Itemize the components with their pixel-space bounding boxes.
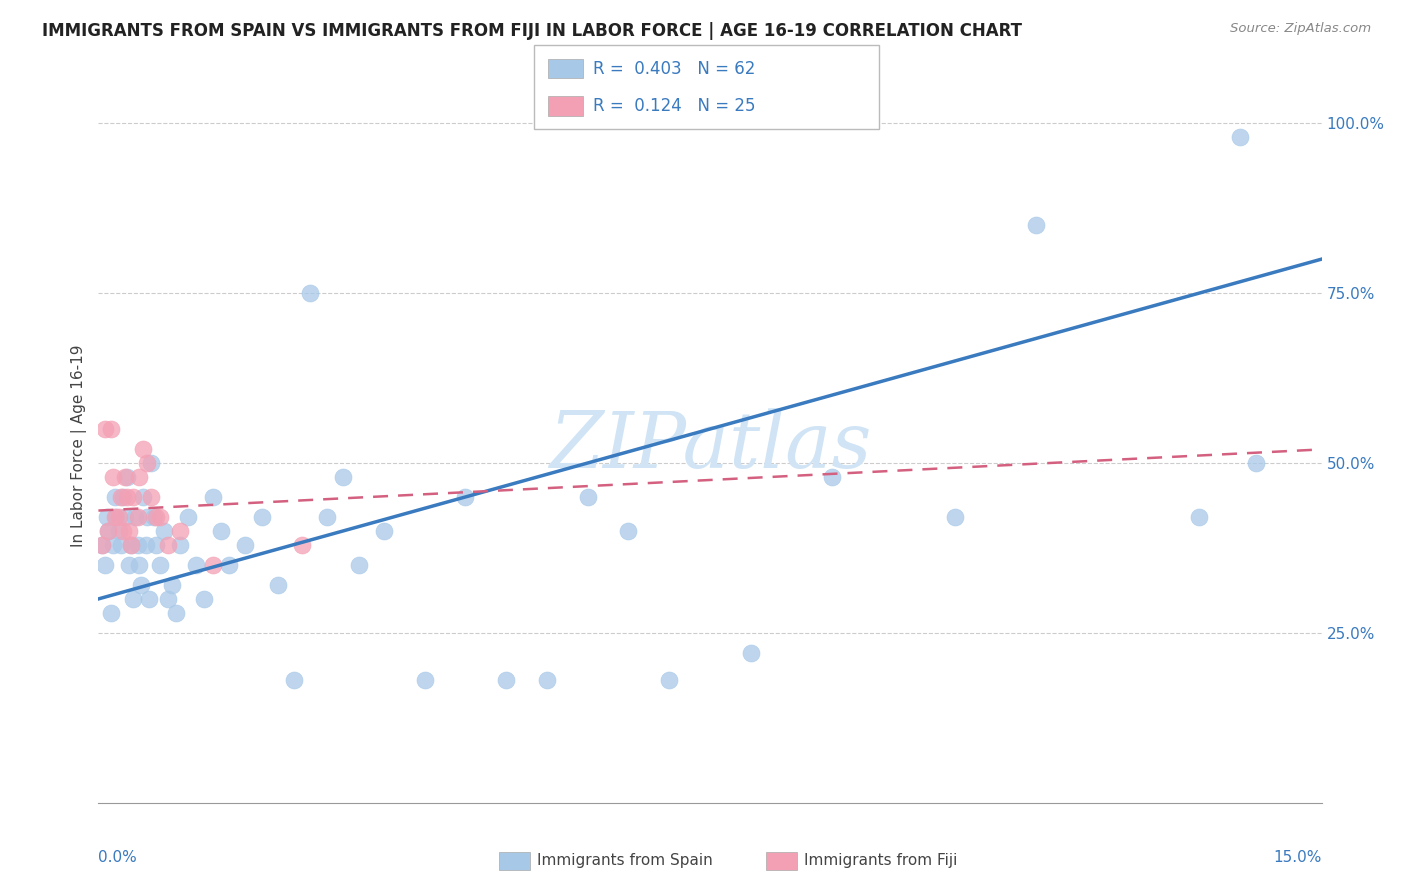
Point (128, 558, 150, 572)
Point (108, 510, 131, 524)
Point (104, 510, 127, 524)
Point (108, 524, 131, 538)
Point (111, 524, 134, 538)
Point (169, 537, 191, 551)
Point (94, 558, 117, 572)
Text: IMMIGRANTS FROM SPAIN VS IMMIGRANTS FROM FIJI IN LABOR FORCE | AGE 16-19 CORRELA: IMMIGRANTS FROM SPAIN VS IMMIGRANTS FROM… (42, 22, 1022, 40)
Point (1188, 510, 1211, 524)
Point (100, 422, 122, 436)
Point (201, 558, 224, 572)
Point (118, 524, 141, 538)
Point (536, 673, 558, 688)
Point (821, 469, 844, 483)
Point (141, 456, 163, 470)
Point (96, 510, 118, 524)
Point (110, 537, 132, 551)
Point (114, 510, 136, 524)
Point (97, 524, 120, 538)
Point (138, 591, 160, 606)
Text: 15.0%: 15.0% (1274, 850, 1322, 865)
Point (101, 469, 124, 483)
Text: Source: ZipAtlas.com: Source: ZipAtlas.com (1230, 22, 1371, 36)
Point (115, 490, 138, 504)
Point (250, 510, 273, 524)
Point (291, 537, 314, 551)
Point (495, 673, 517, 688)
Text: Immigrants from Spain: Immigrants from Spain (537, 854, 713, 868)
Point (115, 469, 138, 483)
Point (160, 578, 183, 592)
Text: ZIPatlas: ZIPatlas (548, 408, 872, 484)
Point (120, 537, 142, 551)
Point (1246, 456, 1268, 470)
Point (101, 537, 124, 551)
Point (127, 537, 149, 551)
Text: R =  0.124   N = 25: R = 0.124 N = 25 (593, 97, 756, 115)
Point (332, 469, 354, 483)
Point (209, 524, 232, 538)
Point (299, 286, 322, 301)
Point (145, 537, 167, 551)
Point (94, 422, 117, 436)
Point (658, 673, 681, 688)
Point (145, 510, 167, 524)
Point (201, 490, 224, 504)
Point (100, 606, 122, 620)
Point (128, 469, 150, 483)
Point (142, 510, 165, 524)
Text: Immigrants from Fiji: Immigrants from Fiji (804, 854, 957, 868)
Point (121, 591, 143, 606)
Point (91, 537, 114, 551)
Point (121, 490, 143, 504)
Point (136, 456, 159, 470)
Point (149, 558, 172, 572)
Point (104, 490, 127, 504)
Point (105, 510, 128, 524)
Point (617, 524, 640, 538)
Point (740, 646, 762, 660)
Point (193, 591, 215, 606)
Point (169, 524, 191, 538)
Point (135, 537, 157, 551)
Point (267, 578, 290, 592)
Point (373, 524, 395, 538)
Point (132, 442, 155, 457)
Point (149, 510, 172, 524)
Point (114, 469, 136, 483)
Point (454, 490, 477, 504)
Point (283, 673, 305, 688)
Point (120, 537, 142, 551)
Point (110, 490, 132, 504)
Point (97, 524, 120, 538)
Point (233, 537, 256, 551)
Point (186, 558, 208, 572)
Point (152, 524, 174, 538)
Point (156, 537, 179, 551)
Point (165, 606, 187, 620)
Point (315, 510, 337, 524)
Point (943, 510, 966, 524)
Text: R =  0.403   N = 62: R = 0.403 N = 62 (593, 60, 755, 78)
Point (413, 673, 436, 688)
Point (124, 510, 146, 524)
Point (218, 558, 240, 572)
Y-axis label: In Labor Force | Age 16-19: In Labor Force | Age 16-19 (72, 344, 87, 548)
Point (118, 558, 141, 572)
Point (1229, 129, 1251, 144)
Point (156, 591, 179, 606)
Point (127, 510, 149, 524)
Point (141, 490, 163, 504)
Point (349, 558, 371, 572)
Point (132, 490, 155, 504)
Text: 0.0%: 0.0% (98, 850, 138, 865)
Point (111, 490, 134, 504)
Point (136, 510, 159, 524)
Point (576, 490, 599, 504)
Point (177, 510, 200, 524)
Point (129, 578, 152, 592)
Point (1025, 218, 1047, 232)
Point (91, 537, 114, 551)
